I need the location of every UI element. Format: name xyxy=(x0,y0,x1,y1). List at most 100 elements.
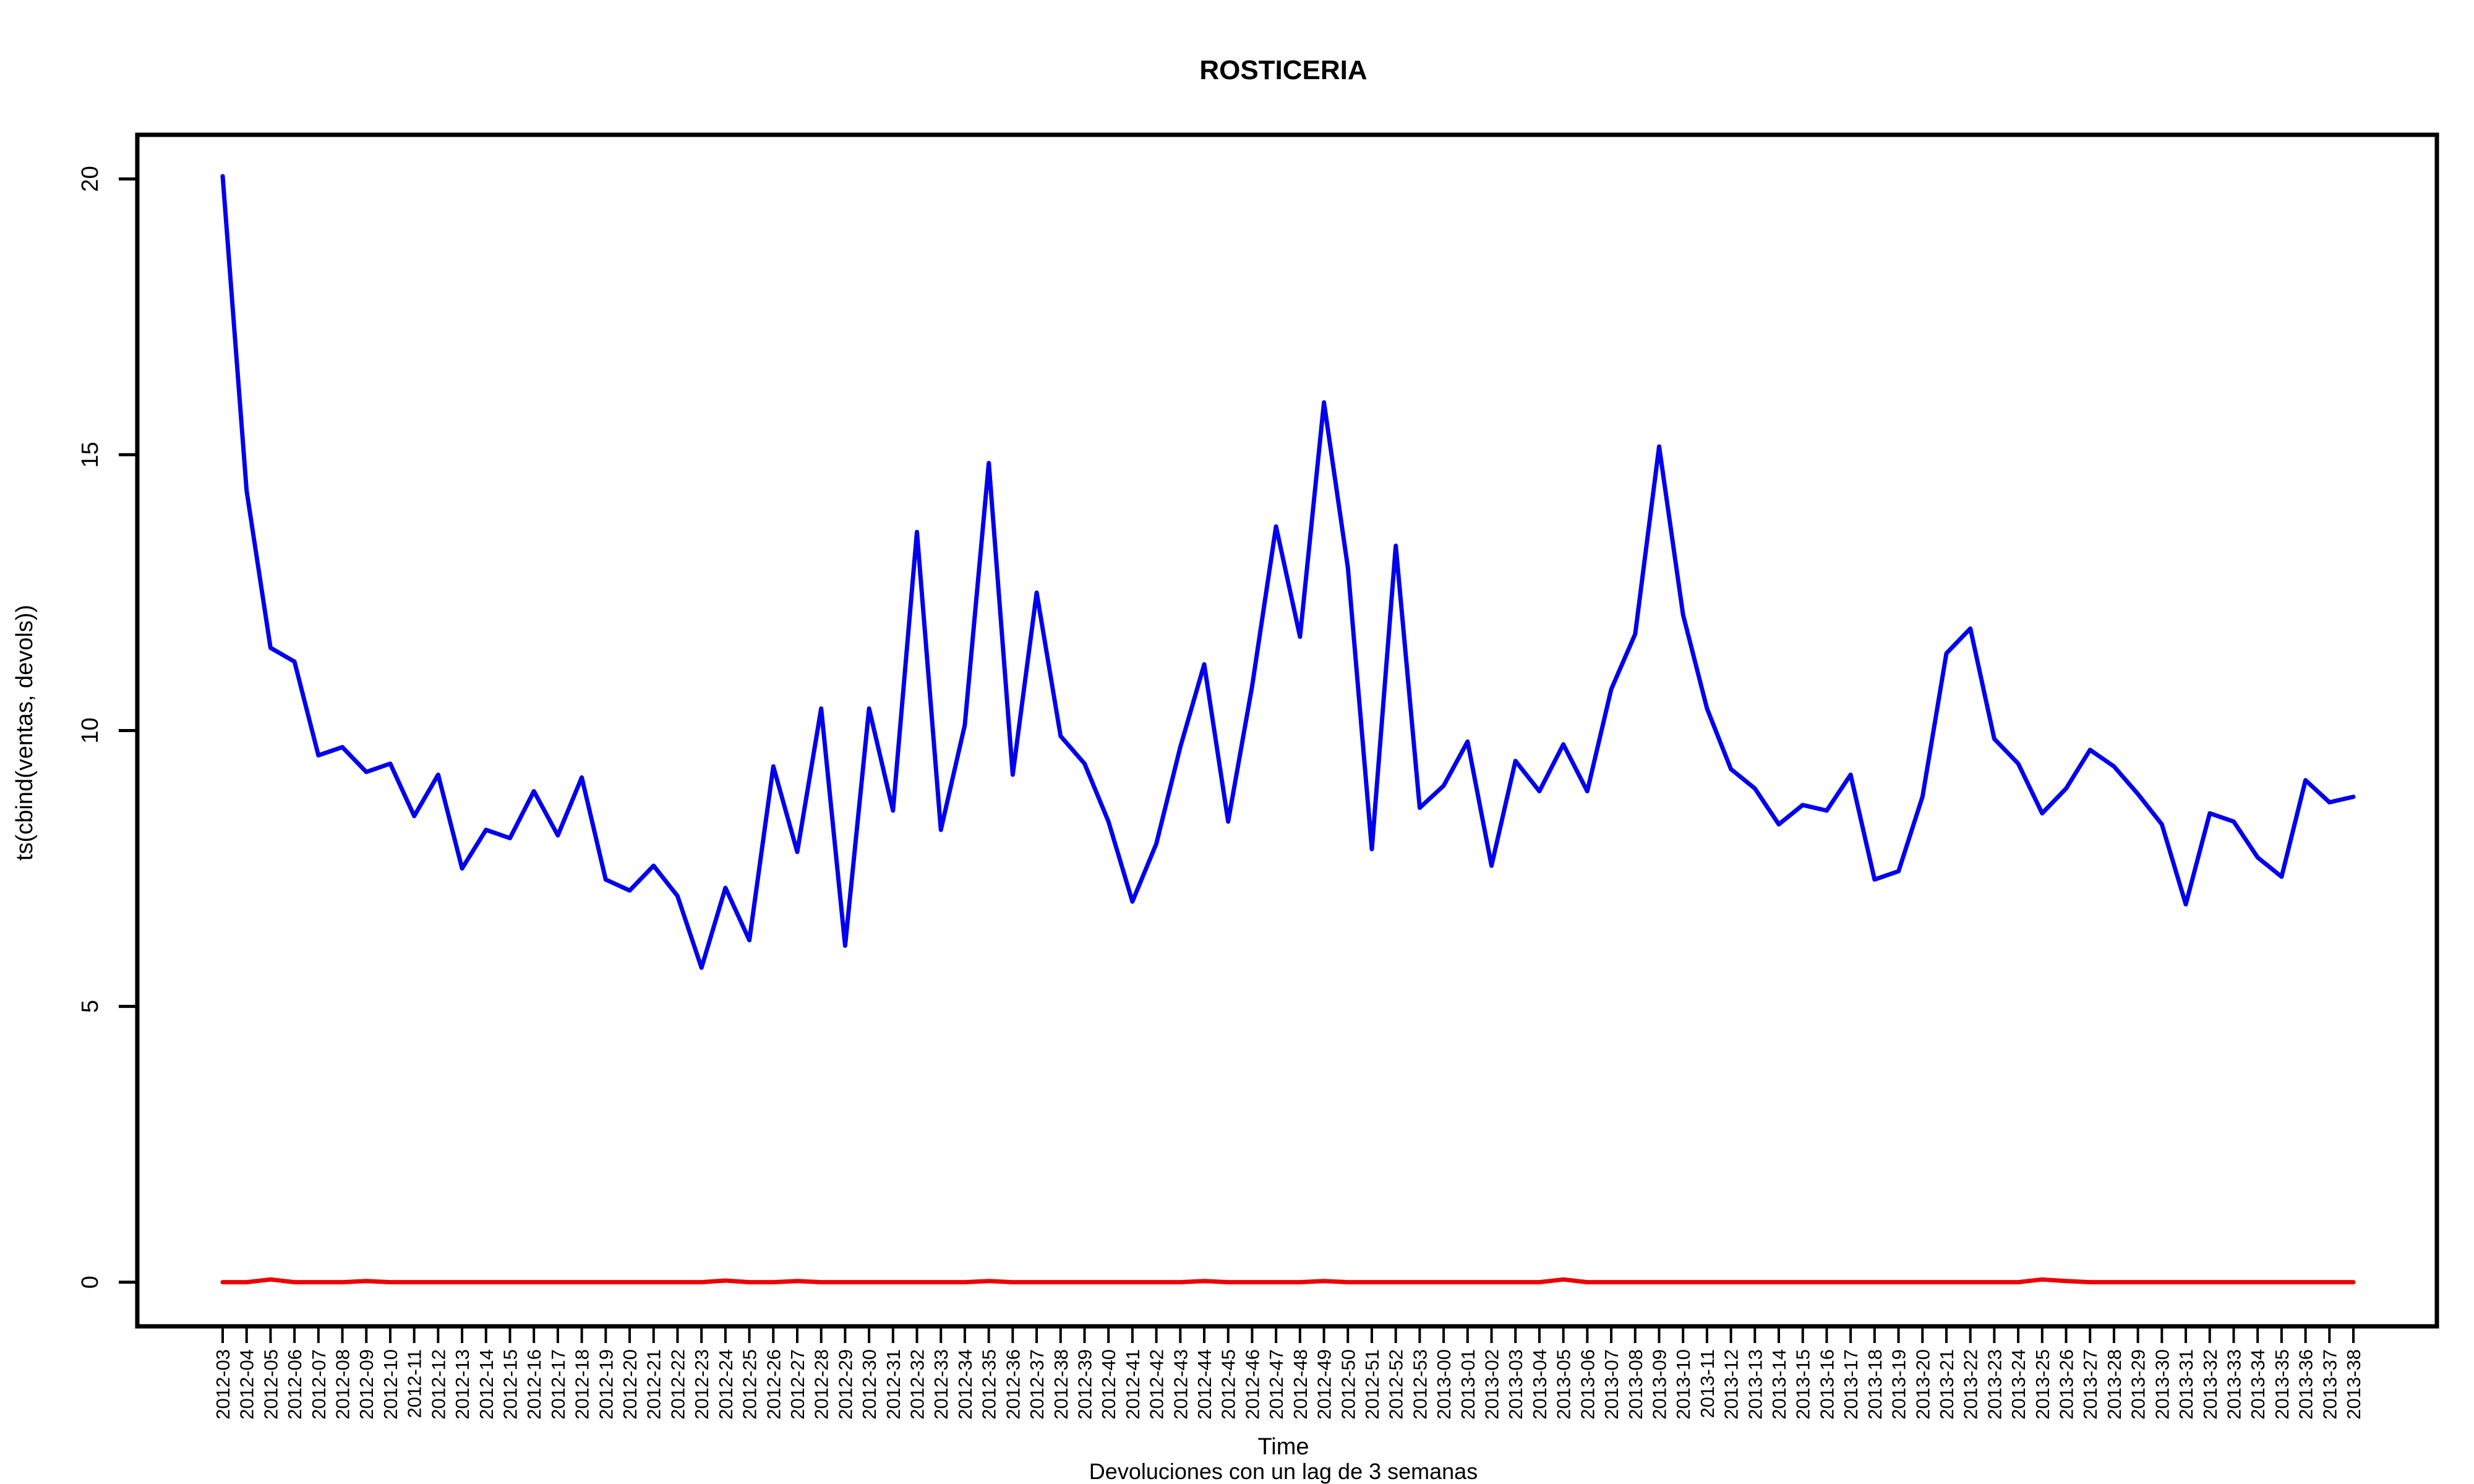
x-tick-label: 2012-07 xyxy=(308,1349,330,1420)
x-tick-label: 2012-41 xyxy=(1122,1349,1144,1420)
x-tick-label: 2013-29 xyxy=(2128,1349,2149,1420)
x-tick-label: 2012-09 xyxy=(356,1349,377,1420)
x-tick-label: 2012-37 xyxy=(1026,1349,1048,1420)
x-tick-label: 2012-48 xyxy=(1290,1349,1311,1420)
x-tick-label: 2012-20 xyxy=(619,1349,641,1420)
x-tick-label: 2012-31 xyxy=(883,1349,904,1420)
x-tick-label: 2012-29 xyxy=(834,1349,856,1420)
x-tick-label: 2012-06 xyxy=(284,1349,306,1420)
x-tick-label: 2012-12 xyxy=(427,1349,449,1420)
x-tick-label: 2013-23 xyxy=(1984,1349,2005,1420)
x-tick-label: 2013-18 xyxy=(1864,1349,1886,1420)
x-tick-label: 2012-33 xyxy=(930,1349,952,1420)
x-tick-label: 2012-39 xyxy=(1074,1349,1095,1420)
x-tick-label: 2013-05 xyxy=(1553,1349,1575,1420)
x-tick-label: 2013-31 xyxy=(2175,1349,2197,1420)
x-tick-label: 2012-13 xyxy=(452,1349,473,1420)
y-tick-label: 15 xyxy=(77,441,103,467)
x-tick-label: 2012-42 xyxy=(1146,1349,1168,1420)
x-tick-label: 2012-43 xyxy=(1170,1349,1191,1420)
x-tick-label: 2013-21 xyxy=(1936,1349,1958,1420)
x-tick-label: 2012-51 xyxy=(1361,1349,1383,1420)
x-tick-label: 2013-04 xyxy=(1529,1349,1551,1420)
y-tick-label: 0 xyxy=(77,1276,103,1289)
x-tick-label: 2013-27 xyxy=(2079,1349,2101,1420)
x-tick-label: 2013-12 xyxy=(1721,1349,1742,1420)
x-tick-label: 2013-08 xyxy=(1625,1349,1646,1420)
series-line-2 xyxy=(220,1277,2356,1285)
x-tick-label: 2013-17 xyxy=(1840,1349,1862,1420)
x-tick-label: 2013-13 xyxy=(1744,1349,1766,1420)
x-tick-label: 2012-30 xyxy=(858,1349,880,1420)
x-tick-label: 2012-24 xyxy=(715,1349,737,1420)
x-tick-label: 2012-10 xyxy=(380,1349,401,1420)
x-tick-label: 2013-26 xyxy=(2056,1349,2078,1420)
x-tick-label: 2013-28 xyxy=(2104,1349,2125,1420)
x-axis-label: Time xyxy=(1257,1434,1309,1460)
x-tick-label: 2013-16 xyxy=(1816,1349,1838,1420)
x-tick-label: 2013-34 xyxy=(2247,1349,2269,1420)
x-tick-label: 2013-33 xyxy=(2223,1349,2245,1420)
x-tick-label: 2012-23 xyxy=(691,1349,713,1420)
x-tick-label: 2013-38 xyxy=(2343,1349,2365,1420)
x-tick-label: 2012-36 xyxy=(1002,1349,1024,1420)
x-tick-label: 2012-25 xyxy=(739,1349,761,1420)
x-tick-label: 2013-20 xyxy=(1912,1349,1933,1420)
x-tick-label: 2013-06 xyxy=(1577,1349,1598,1420)
x-tick-label: 2013-30 xyxy=(2151,1349,2173,1420)
x-tick-label: 2012-50 xyxy=(1337,1349,1359,1420)
chart-title: ROSTICERIA xyxy=(1199,55,1367,85)
x-tick-label: 2013-07 xyxy=(1601,1349,1622,1420)
x-tick-label: 2012-32 xyxy=(907,1349,928,1420)
x-tick-label: 2012-08 xyxy=(332,1349,354,1420)
x-tick-label: 2012-19 xyxy=(595,1349,617,1420)
x-tick-label: 2012-46 xyxy=(1241,1349,1263,1420)
x-tick-label: 2012-15 xyxy=(499,1349,521,1420)
plot-frame xyxy=(135,132,2439,1329)
x-tick-label: 2012-16 xyxy=(523,1349,545,1420)
x-tick-label: 2012-21 xyxy=(643,1349,665,1420)
x-axis: 2012-03 2012-04 2012-05 2012-06 2012-07 2012-… xyxy=(212,1326,2365,1420)
x-tick-label: 2012-05 xyxy=(260,1349,281,1420)
x-tick-label: 2013-09 xyxy=(1648,1349,1670,1420)
x-tick-label: 2013-19 xyxy=(1888,1349,1910,1420)
x-tick-label: 2012-14 xyxy=(476,1349,497,1420)
x-tick-label: 2013-11 xyxy=(1697,1349,1718,1418)
series-line-1 xyxy=(220,174,2356,970)
x-tick-label: 2013-37 xyxy=(2319,1349,2340,1420)
x-tick-label: 2012-47 xyxy=(1265,1349,1287,1420)
x-tick-label: 2012-45 xyxy=(1218,1349,1239,1420)
y-tick-label: 5 xyxy=(77,1000,103,1013)
x-tick-label: 2012-38 xyxy=(1050,1349,1072,1420)
x-tick-label: 2013-14 xyxy=(1768,1349,1790,1420)
x-tick-label: 2012-49 xyxy=(1314,1349,1335,1420)
x-tick-label: 2012-17 xyxy=(547,1349,569,1420)
y-axis-label: ts(cbind(ventas, devols)) xyxy=(12,605,38,861)
x-tick-label: 2012-04 xyxy=(236,1349,258,1420)
x-tick-label: 2013-15 xyxy=(1792,1349,1814,1420)
x-tick-label: 2013-35 xyxy=(2271,1349,2293,1420)
x-tick-label: 2012-03 xyxy=(212,1349,234,1420)
x-tick-label: 2013-00 xyxy=(1433,1349,1455,1420)
x-tick-label: 2012-28 xyxy=(811,1349,833,1420)
y-tick-label: 10 xyxy=(77,717,103,743)
x-tick-label: 2012-40 xyxy=(1098,1349,1119,1420)
x-tick-label: 2013-03 xyxy=(1505,1349,1526,1420)
x-tick-label: 2013-02 xyxy=(1481,1349,1503,1420)
x-tick-label: 2012-18 xyxy=(571,1349,593,1420)
x-tick-label: 2012-26 xyxy=(763,1349,784,1420)
y-tick-label: 20 xyxy=(77,166,103,192)
x-tick-label: 2013-01 xyxy=(1457,1349,1479,1420)
x-tick-label: 2013-10 xyxy=(1672,1349,1694,1420)
x-tick-label: 2013-22 xyxy=(1960,1349,1982,1420)
x-tick-label: 2012-53 xyxy=(1409,1349,1431,1420)
x-tick-label: 2013-24 xyxy=(2008,1349,2029,1420)
x-tick-label: 2012-35 xyxy=(978,1349,1000,1420)
x-tick-label: 2012-44 xyxy=(1194,1349,1215,1420)
x-tick-label: 2013-36 xyxy=(2295,1349,2317,1420)
x-tick-label: 2012-52 xyxy=(1385,1349,1407,1420)
x-tick-label: 2012-11 xyxy=(404,1349,426,1418)
x-tick-label: 2012-22 xyxy=(667,1349,688,1420)
x-tick-label: 2013-25 xyxy=(2032,1349,2053,1420)
